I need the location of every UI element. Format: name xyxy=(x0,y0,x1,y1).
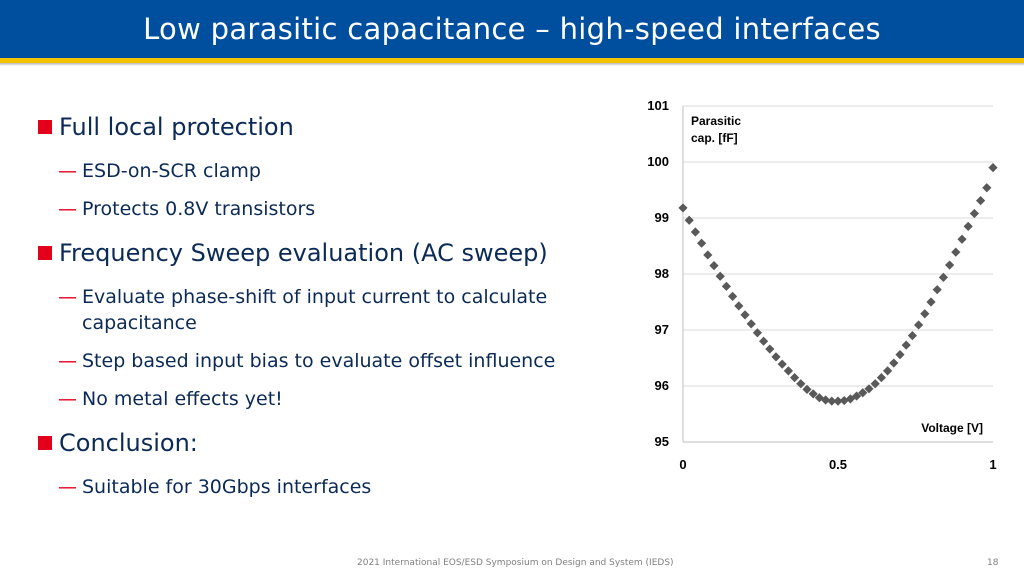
y-axis-label: cap. [fF] xyxy=(691,131,738,145)
data-point xyxy=(988,163,998,173)
dash-icon: — xyxy=(58,286,77,308)
slide-footer: 2021 International EOS/ESD Symposium on … xyxy=(357,558,674,568)
data-point xyxy=(759,336,769,346)
y-tick-label: 96 xyxy=(655,378,669,393)
sub-bullet-item: — ESD-on-SCR clamp xyxy=(58,158,638,184)
sub-bullet-text: Evaluate phase-shift of input current to… xyxy=(82,286,548,334)
y-tick-label: 98 xyxy=(655,266,669,281)
bullet-square-icon xyxy=(38,120,52,134)
data-point xyxy=(684,215,694,225)
y-tick-label: 101 xyxy=(647,98,669,113)
title-rule-shadow xyxy=(0,63,1024,66)
data-point xyxy=(709,261,719,271)
sub-bullet-text: Protects 0.8V transistors xyxy=(82,198,316,220)
data-point xyxy=(802,384,812,394)
data-point xyxy=(771,352,781,362)
data-point xyxy=(957,234,967,244)
sub-bullet-text: ESD-on-SCR clamp xyxy=(82,160,261,182)
sub-bullet-text: Step based input bias to evaluate offset… xyxy=(82,350,556,372)
data-point xyxy=(746,319,756,329)
bullet-text: Frequency Sweep evaluation (AC sweep) xyxy=(59,239,548,267)
data-point xyxy=(963,221,973,231)
data-point xyxy=(976,196,986,206)
data-point xyxy=(690,227,700,237)
bullet-item: Conclusion: xyxy=(38,424,638,462)
data-point xyxy=(678,203,688,213)
data-point xyxy=(907,331,917,341)
bullet-square-icon xyxy=(38,436,52,450)
y-tick-label: 99 xyxy=(655,210,669,225)
slide-title: Low parasitic capacitance – high-speed i… xyxy=(143,12,881,46)
y-tick-label: 97 xyxy=(655,322,669,337)
bullet-item: Frequency Sweep evaluation (AC sweep) xyxy=(38,234,638,272)
data-point xyxy=(883,366,893,376)
data-point xyxy=(697,238,707,248)
data-point xyxy=(864,384,874,394)
data-point xyxy=(740,310,750,320)
sub-bullet-item: — Protects 0.8V transistors xyxy=(58,196,638,222)
dash-icon: — xyxy=(58,476,77,498)
data-point xyxy=(790,373,800,383)
x-tick-label: 1 xyxy=(989,457,996,472)
data-point xyxy=(982,183,992,193)
data-point xyxy=(783,366,793,376)
data-point xyxy=(951,247,961,257)
y-tick-label: 100 xyxy=(647,154,669,169)
data-point xyxy=(945,260,955,270)
capacitance-chart: 95 96 97 98 99 100 101 0 0.5 1 Parasitic cap. [fF] V… xyxy=(647,98,998,472)
bullet-list: Full local protection — ESD-on-SCR clamp — P… xyxy=(38,108,638,512)
y-tick-label: 95 xyxy=(655,434,669,449)
y-axis-label: Parasitic xyxy=(691,114,741,128)
data-point xyxy=(715,271,725,281)
data-point xyxy=(889,358,899,368)
dash-icon: — xyxy=(58,198,77,220)
data-point xyxy=(703,250,713,260)
x-tick-label: 0.5 xyxy=(829,457,847,472)
bullet-square-icon xyxy=(38,246,52,260)
sub-bullet-item: — Suitable for 30Gbps interfaces xyxy=(58,474,638,500)
sub-bullet-item: — Step based input bias to evaluate offse… xyxy=(58,348,638,374)
dash-icon: — xyxy=(58,350,77,372)
data-point xyxy=(721,281,731,291)
bullet-text: Full local protection xyxy=(59,113,294,141)
data-point xyxy=(932,285,942,295)
dash-icon: — xyxy=(58,160,77,182)
data-point xyxy=(765,344,775,354)
sub-bullet-item: — Evaluate phase-shift of input current t… xyxy=(58,284,638,336)
data-point xyxy=(734,301,744,311)
x-tick-label: 0 xyxy=(679,457,686,472)
title-bar: Low parasitic capacitance – high-speed i… xyxy=(0,0,1024,58)
data-point xyxy=(969,208,979,219)
data-point xyxy=(870,379,880,389)
data-point xyxy=(914,320,924,330)
sub-bullet-text: Suitable for 30Gbps interfaces xyxy=(82,476,372,498)
sub-bullet-text: No metal effects yet! xyxy=(82,388,283,410)
bullet-text: Conclusion: xyxy=(59,429,198,457)
data-point xyxy=(920,309,930,319)
data-point xyxy=(777,359,787,369)
data-point xyxy=(926,297,936,307)
bullet-item: Full local protection xyxy=(38,108,638,146)
data-point xyxy=(876,373,886,383)
data-point xyxy=(796,379,806,389)
title-accent-rule xyxy=(0,58,1024,63)
dash-icon: — xyxy=(58,388,77,410)
data-point xyxy=(901,340,911,350)
sub-bullet-item: — No metal effects yet! xyxy=(58,386,638,412)
data-point xyxy=(827,396,837,406)
data-point xyxy=(728,291,738,301)
data-point xyxy=(895,350,905,360)
page-number: 18 xyxy=(987,558,999,568)
data-point xyxy=(833,396,843,406)
x-axis-label: Voltage [V] xyxy=(921,421,983,435)
